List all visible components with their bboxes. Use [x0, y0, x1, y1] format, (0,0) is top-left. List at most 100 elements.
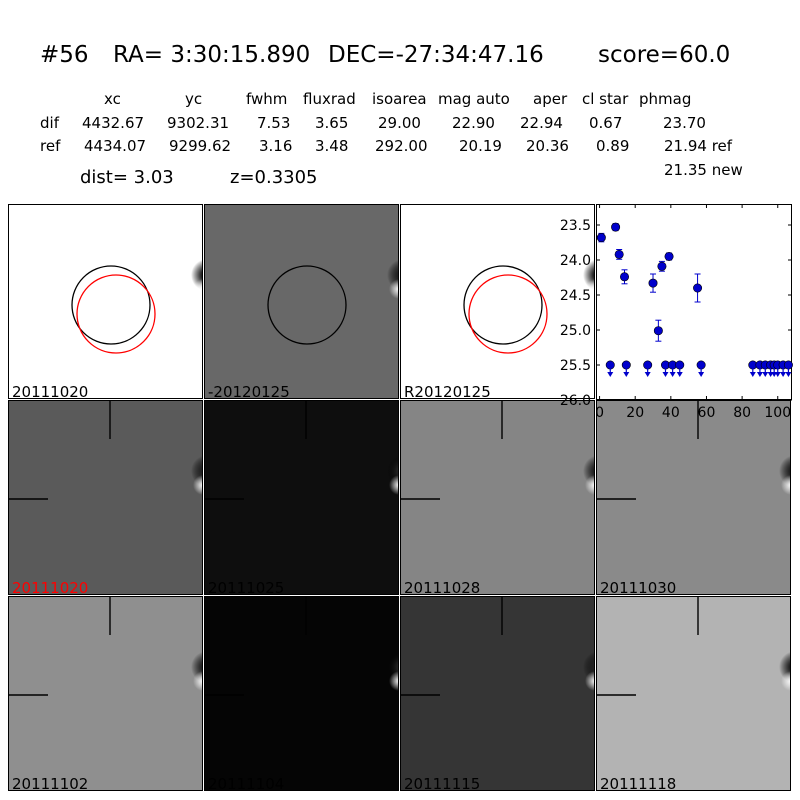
stamp-graphic [267, 259, 398, 345]
upper-limit-arrow-head [644, 372, 651, 377]
stamp-graphic [71, 259, 202, 354]
stamp-date-label: 20111102 [12, 775, 89, 791]
y-tick-label: 25.0 [560, 323, 591, 339]
stamp-graphic [9, 597, 202, 696]
y-tick-label: 24.0 [560, 253, 591, 269]
ref-value: 3.16 [259, 137, 293, 155]
detection-point [657, 261, 667, 271]
image-stamp: 20111020 [8, 400, 203, 595]
dif-value: 29.00 [378, 114, 421, 132]
ref-aperture-circle [76, 274, 156, 354]
dif-value: 22.94 [520, 114, 563, 132]
stamp-graphic [463, 259, 594, 354]
ref-value: 3.48 [315, 137, 349, 155]
dif-value: 4432.67 [82, 114, 145, 132]
ref-row-label: ref [40, 137, 61, 155]
stamp-graphic [401, 597, 594, 696]
dif-value: 9302.31 [167, 114, 230, 132]
upper-limit-arrow-head [762, 372, 769, 377]
x-tick-label: 60 [698, 405, 716, 421]
column-header: mag auto [438, 90, 510, 108]
stamp-graphic [205, 401, 398, 500]
aperture-circle [71, 265, 151, 345]
aperture-circle [267, 265, 347, 345]
image-stamp: 20111020 [8, 204, 203, 399]
galaxy-bright-lobe [585, 671, 594, 691]
upper-limit-arrow-head [774, 372, 781, 377]
image-stamp: 20111115 [400, 596, 595, 791]
ref-value: 20.36 [526, 137, 569, 155]
ra-value: RA= 3:30:15.890 [113, 42, 311, 68]
column-header: cl star [582, 90, 629, 108]
ref-value: 4434.07 [84, 137, 147, 155]
stamp-date-label: 20111020 [12, 383, 89, 399]
ref-value: 21.94 ref [664, 137, 733, 155]
y-tick-label: 25.5 [560, 358, 591, 374]
galaxy-bright-lobe [389, 475, 398, 495]
stamp-graphic [205, 597, 398, 696]
upper-limit-arrow-head [669, 372, 676, 377]
ref-aperture-circle [468, 274, 548, 354]
galaxy-bright-lobe [781, 671, 790, 691]
stamp-date-label: 20111118 [600, 775, 677, 791]
image-stamp: 20111118 [596, 596, 791, 791]
stamp-date-label: R20120125 [404, 383, 491, 399]
ref-value: 292.00 [375, 137, 428, 155]
x-tick-label: 100 [764, 405, 791, 421]
ref-value: 20.19 [459, 137, 502, 155]
image-stamp: 20111030 [596, 400, 791, 595]
candidate-id: #56 [40, 42, 89, 68]
ref-value: 0.89 [596, 137, 630, 155]
x-tick-label: 0 [595, 405, 604, 421]
stamp-date-label: 20111025 [208, 579, 285, 595]
column-header: xc [104, 90, 121, 108]
upper-limit-arrow-head [780, 372, 787, 377]
light-curve-chart: 23.5 24.0 24.5 25.0 25.5 26.00 20 40 60 80 100 [560, 204, 793, 421]
galaxy-bright-lobe [193, 475, 202, 495]
upper-limit-arrow-head [749, 372, 756, 377]
galaxy-bright-lobe [193, 279, 202, 299]
detection-point [648, 278, 658, 288]
galaxy-bright-lobe [781, 475, 790, 495]
column-header: fwhm [246, 90, 288, 108]
dist-value: dist= 3.03 [80, 167, 174, 188]
upper-limit-arrow-head [662, 372, 669, 377]
image-stamp: 20111028 [400, 400, 595, 595]
image-stamp: 20111102 [8, 596, 203, 791]
galaxy-bright-lobe [585, 475, 594, 495]
stamp-date-label: -20120125 [208, 383, 290, 399]
galaxy-bright-lobe [389, 671, 398, 691]
x-tick-label: 20 [626, 405, 644, 421]
upper-limit-arrow-head [676, 372, 683, 377]
dif-value: 3.65 [315, 114, 349, 132]
detection-point [653, 326, 663, 336]
dif-value: 7.53 [257, 114, 291, 132]
column-header: phmag [639, 90, 692, 108]
column-header: yc [185, 90, 203, 108]
galaxy-bright-lobe [585, 279, 594, 299]
column-header: aper [533, 90, 568, 108]
image-stamp: 20111025 [204, 400, 399, 595]
image-stamp: -20120125 [204, 204, 399, 399]
dif-value: 22.90 [452, 114, 495, 132]
stamp-date-label: 20111104 [208, 775, 285, 791]
aperture-circle [463, 265, 543, 345]
y-tick-label: 24.5 [560, 288, 591, 304]
detection-point [693, 283, 703, 293]
dif-row-label: dif [40, 114, 59, 132]
stamp-graphic [9, 401, 202, 500]
ref-value: 9299.62 [169, 137, 232, 155]
detection-point [611, 222, 621, 232]
detection-point [596, 233, 606, 243]
stamp-date-label: 20111115 [404, 775, 481, 791]
galaxy-bright-lobe [193, 671, 202, 691]
y-tick-label: 26.0 [560, 393, 591, 409]
stamp-date-label: 20111020 [12, 579, 89, 595]
upper-limit-arrow-head [698, 372, 705, 377]
column-header: fluxrad [303, 90, 356, 108]
detection-point [614, 249, 624, 259]
dif-value: 0.67 [589, 114, 623, 132]
stamp-graphic [401, 401, 594, 500]
dec-value: DEC=-27:34:47.16 [328, 42, 544, 68]
dif-value: 23.70 [663, 114, 706, 132]
